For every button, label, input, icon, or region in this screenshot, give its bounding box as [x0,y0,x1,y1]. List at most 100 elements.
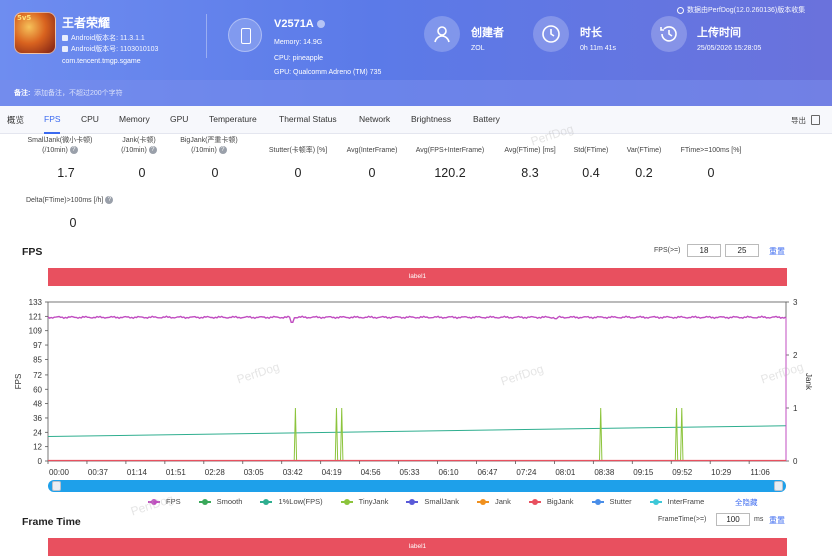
x-tick-label: 09:52 [672,468,693,477]
hide-all-button[interactable]: 全隐藏 [735,498,758,507]
legend-item[interactable]: SmallJank [406,497,459,506]
export-button[interactable]: 导出 [791,116,806,125]
legend-swatch [591,499,604,506]
x-tick-label: 04:56 [361,468,382,477]
tab-battery[interactable]: Battery [473,114,500,124]
legend-item[interactable]: BigJank [528,497,574,506]
help-icon[interactable]: ? [105,196,114,205]
legend-swatch [528,499,541,506]
tab-gpu[interactable]: GPU [170,114,189,124]
slider-handle-right[interactable] [774,481,783,491]
y-left-tick-label: 121 [29,312,43,321]
info-icon[interactable] [316,20,325,29]
frametime-section-title: Frame Time [22,516,81,528]
fps-threshold-input-1[interactable]: 18 [687,244,721,257]
y-left-tick-label: 24 [33,428,42,437]
legend-item[interactable]: Stutter [591,497,632,506]
metric-label-unit: (/10min) [42,147,68,154]
tab-brightness[interactable]: Brightness [411,114,452,124]
android-version-line: Android版本名: 11.3.1.1 [62,33,145,43]
x-tick-label: 01:51 [166,468,187,477]
help-icon[interactable]: ? [148,146,157,155]
duration-value: 0h 11m 41s [580,45,617,52]
app-icon-badge: 5v5 [17,14,32,22]
metric-label-text: Delta(FTime)>100ms [/h] [26,197,104,204]
legend-label: TinyJank [358,497,389,506]
tab-network[interactable]: Network [359,114,391,124]
metric-jank-value: 0 [138,166,146,180]
tinyjank-spike [674,407,679,462]
legend-label: Jank [494,497,511,506]
tinyjank-spike [293,407,298,462]
help-icon[interactable]: ? [218,146,227,155]
fps-reset-button[interactable]: 重置 [769,247,785,256]
x-tick-label: 08:01 [555,468,576,477]
android-version: Android版本名: 11.3.1.1 [71,35,145,42]
metric-avg-ftime-label: Avg(FTime) [ms] [504,147,556,154]
fps-series-line [47,315,786,323]
metric-label-text: BigJank(严重卡顿) [180,137,238,144]
y-right-tick-label: 3 [793,298,798,307]
plot-frame [47,301,787,462]
android-code: Android版本号: 1103010103 [71,46,159,53]
tinyjank-spike [599,407,603,462]
fps-label-bar[interactable]: label1 [48,268,787,286]
metric-avg-fps-label: Avg(FPS+InterFrame) [415,147,485,154]
y-left-tick-label: 133 [29,298,43,307]
fps-threshold-input-2[interactable]: 25 [725,244,759,257]
y-left-axis-label: FPS [14,374,23,390]
legend-label: Stutter [609,497,632,506]
legend-item[interactable]: Jank [476,497,511,506]
tab-overview[interactable]: 概览 [7,115,25,125]
legend-swatch [476,499,489,506]
android-icon [62,46,68,53]
report-header: 5v5 王者荣耀 Android版本名: 11.3.1.1 Android版本号… [0,0,832,106]
metric-var-ftime-label: Var(FTime) [626,147,662,154]
export-icon[interactable] [811,115,820,125]
android-code-line: Android版本号: 1103010103 [62,44,158,54]
frametime-label-bar[interactable]: label1 [48,538,787,556]
time-range-slider[interactable] [48,480,786,492]
x-tick-label: 09:15 [633,468,654,477]
y-right-tick-label: 0 [793,457,798,466]
metric-label-text: Jank(卡顿) [122,137,156,144]
frametime-reset-button[interactable]: 重置 [769,516,785,525]
tab-cpu[interactable]: CPU [81,114,99,124]
remark-input[interactable]: 添加备注，不超过200个字符 [34,90,123,97]
tab-thermal-status[interactable]: Thermal Status [279,114,337,124]
legend-item[interactable]: InterFrame [649,497,704,506]
legend-item[interactable]: TinyJank [340,497,389,506]
package-name: com.tencent.tmgp.sgame [62,58,141,65]
frametime-threshold-input[interactable]: 100 [716,513,750,526]
tinyjank-spike [680,407,684,462]
tab-temperature[interactable]: Temperature [209,114,257,124]
legend-swatch [406,499,419,506]
legend-item[interactable]: Smooth [198,497,242,506]
x-tick-label: 07:24 [516,468,537,477]
perfdog-version-text: 数据由PerfDog(12.0.260136)版本收集 [687,7,806,14]
metric-avg-ftime-value: 8.3 [521,166,539,180]
y-left-tick-label: 109 [29,327,43,336]
fps-section-title: FPS [22,246,43,258]
tab-memory[interactable]: Memory [119,114,150,124]
upload-value: 25/05/2026 15:28:05 [697,45,762,52]
y-right-tick-label: 1 [793,404,798,413]
frametime-threshold-label: FrameTime(>=) [658,516,707,523]
history-icon [651,16,687,52]
x-tick-label: 11:06 [750,468,770,477]
x-tick-label: 00:37 [88,468,109,477]
y-left-tick-label: 97 [33,341,42,350]
metric-delta-value: 0 [69,216,77,230]
device-cpu: CPU: pineapple [274,55,324,62]
legend-item[interactable]: 1%Low(FPS) [260,497,323,506]
tab-fps[interactable]: FPS [44,114,61,124]
metric-interframe-value: 0 [368,166,376,180]
metric-tabs: 概览 FPS CPU Memory GPU Temperature Therma… [0,106,832,134]
remark-bar[interactable]: 备注: 添加备注，不超过200个字符 [0,80,832,106]
legend-item[interactable]: FPS [148,497,181,506]
x-tick-label: 05:33 [400,468,421,477]
help-icon[interactable]: ? [69,146,78,155]
info-circle-icon [677,6,684,14]
slider-handle-left[interactable] [52,481,61,491]
